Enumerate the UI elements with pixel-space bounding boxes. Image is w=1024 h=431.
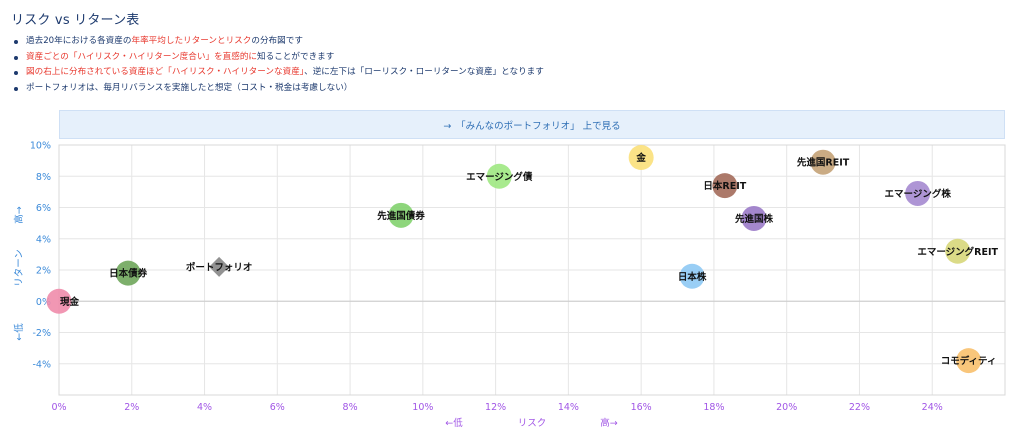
x-tick-label: 12%: [485, 402, 506, 413]
y-axis-high-label: 高→: [13, 206, 25, 224]
data-point-label: エマージングREIT: [917, 246, 998, 258]
note-highlight: 年率平均したリターンとリスク: [131, 36, 252, 46]
y-tick-label: 0%: [36, 297, 51, 308]
y-axis-title: リターン: [14, 249, 25, 287]
y-tick-label: -4%: [33, 359, 52, 370]
x-tick-label: 6%: [270, 402, 285, 413]
data-point-label: ポートフォリオ: [186, 261, 253, 273]
y-tick-label: 2%: [36, 266, 51, 277]
note-text: 、逆に左下は「ローリスク・ローリターンな資産」となります: [304, 67, 544, 77]
data-point: [46, 288, 72, 314]
data-point-label: 日本株: [678, 271, 707, 283]
x-tick-label: 22%: [849, 402, 870, 413]
data-point: [679, 263, 705, 289]
plot-frame: [58, 144, 1006, 396]
note-text: 知ることができます: [257, 51, 335, 62]
data-point: [810, 149, 836, 175]
data-point: [905, 180, 931, 206]
data-point-label: 日本債券: [109, 268, 148, 280]
data-point-label: エマージング債: [466, 171, 533, 183]
data-point: [956, 348, 982, 374]
data-point-label: 金: [635, 152, 646, 164]
x-axis-low-label: ←低: [445, 417, 463, 429]
x-tick-label: 4%: [197, 402, 212, 413]
y-tick-label: 8%: [36, 172, 51, 183]
data-point: [486, 163, 512, 189]
note-item: ポートフォリオは、毎月リバランスを実施したと想定（コスト・税金は考慮しない）: [10, 81, 544, 97]
x-tick-label: 24%: [922, 402, 943, 413]
x-tick-label: 10%: [412, 402, 433, 413]
note-highlight: 図の右上に分布されている資産ほど「ハイリスク・ハイリターンな資産」: [26, 67, 305, 77]
y-tick-label: 10%: [30, 141, 51, 152]
x-tick-label: 0%: [51, 402, 66, 413]
data-point-label: コモディティ: [941, 355, 997, 367]
x-tick-label: 18%: [703, 402, 724, 413]
y-tick-label: 4%: [36, 234, 51, 245]
note-highlight: 資産ごとの「ハイリスク・ハイリターン度合い」を直感的に: [26, 51, 258, 62]
data-point-label: エマージング株: [885, 188, 952, 200]
x-tick-label: 16%: [631, 402, 652, 413]
data-point: [741, 205, 767, 231]
y-tick-label: 6%: [36, 203, 51, 214]
data-point-label: 先進国債券: [377, 210, 425, 222]
note-item: 資産ごとの「ハイリスク・ハイリターン度合い」を直感的に知ることができます: [10, 50, 544, 66]
data-point-label: 先進国株: [735, 213, 774, 225]
data-point: [628, 145, 654, 170]
notes-list: 過去20年における各資産の年率平均したリターンとリスクの分布図です 資産ごとの「…: [10, 34, 544, 96]
page-title: リスク vs リターン表: [11, 13, 140, 28]
note-text: 過去20年における各資産の: [26, 36, 132, 46]
note-text: の分布図です: [251, 36, 303, 46]
data-point: [209, 256, 230, 277]
x-tick-label: 8%: [343, 402, 358, 413]
data-point: [115, 260, 141, 286]
note-item: 過去20年における各資産の年率平均したリターンとリスクの分布図です: [10, 34, 544, 50]
data-point: [945, 238, 971, 264]
y-tick-label: -2%: [33, 328, 52, 339]
x-tick-label: 14%: [558, 402, 579, 413]
data-point: [388, 202, 414, 228]
data-point-label: 現金: [60, 296, 80, 308]
x-tick-label: 20%: [776, 402, 797, 413]
portfolio-link-button[interactable]: → 「みんなのポートフォリオ」 上で見る: [59, 110, 1005, 139]
x-axis-high-label: 高→: [600, 417, 618, 429]
note-text: ポートフォリオは、毎月リバランスを実施したと想定（コスト・税金は考慮しない）: [26, 82, 353, 93]
data-point: [712, 173, 738, 199]
x-axis-title: リスク: [518, 418, 547, 429]
x-tick-label: 2%: [124, 402, 139, 413]
note-item: 図の右上に分布されている資産ほど「ハイリスク・ハイリターンな資産」、逆に左下は「…: [10, 65, 544, 81]
data-point-label: 日本REIT: [703, 180, 746, 192]
data-point-label: 先進国REIT: [797, 157, 850, 169]
y-axis-low-label: ←低: [13, 323, 25, 341]
